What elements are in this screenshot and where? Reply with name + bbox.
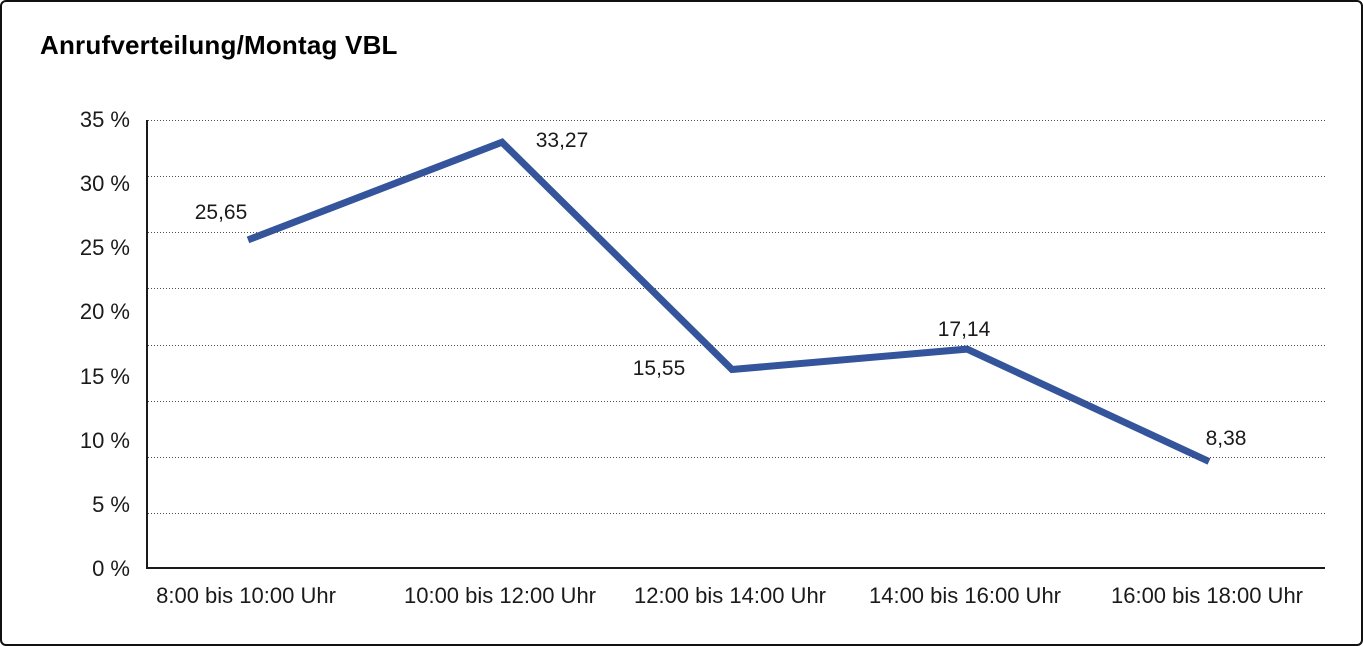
data-point-label: 15,55 xyxy=(632,356,686,380)
data-point-label: 25,65 xyxy=(194,200,248,224)
y-tick-label: 10 % xyxy=(79,427,130,453)
x-tick-label: 16:00 bis 18:00 Uhr xyxy=(1110,583,1304,608)
y-tick-label: 5 % xyxy=(92,491,130,517)
y-tick-label: 20 % xyxy=(79,299,130,325)
y-tick-label: 30 % xyxy=(79,171,130,197)
y-tick-label: 0 % xyxy=(92,556,130,581)
gridline xyxy=(148,400,1325,402)
series-line-svg xyxy=(246,138,1211,465)
gridline xyxy=(148,176,1325,178)
data-point-label: 17,14 xyxy=(937,318,991,342)
y-tick-label: 25 % xyxy=(79,235,130,261)
y-tick-label: 15 % xyxy=(79,363,130,389)
chart-title: Anrufverteilung/Montag VBL xyxy=(40,30,398,60)
series-line xyxy=(246,138,1211,465)
data-point-label: 33,27 xyxy=(535,129,589,153)
x-tick-label: 10:00 bis 12:00 Uhr xyxy=(403,583,597,608)
gridline xyxy=(148,344,1325,346)
gridline xyxy=(148,456,1325,458)
y-tick-label: 35 % xyxy=(79,107,130,132)
x-tick-label: 12:00 bis 14:00 Uhr xyxy=(633,583,827,608)
gridline xyxy=(148,120,1325,121)
data-point-label: 8,38 xyxy=(1205,427,1247,451)
x-tick-label: 14:00 bis 16:00 Uhr xyxy=(868,583,1062,608)
plot-area: 25,65 33,27 15,55 17,14 8,38 xyxy=(146,120,1325,569)
gridline xyxy=(148,288,1325,290)
x-tick-label: 8:00 bis 10:00 Uhr xyxy=(156,583,336,608)
gridline xyxy=(148,512,1325,514)
gridline xyxy=(148,232,1325,234)
